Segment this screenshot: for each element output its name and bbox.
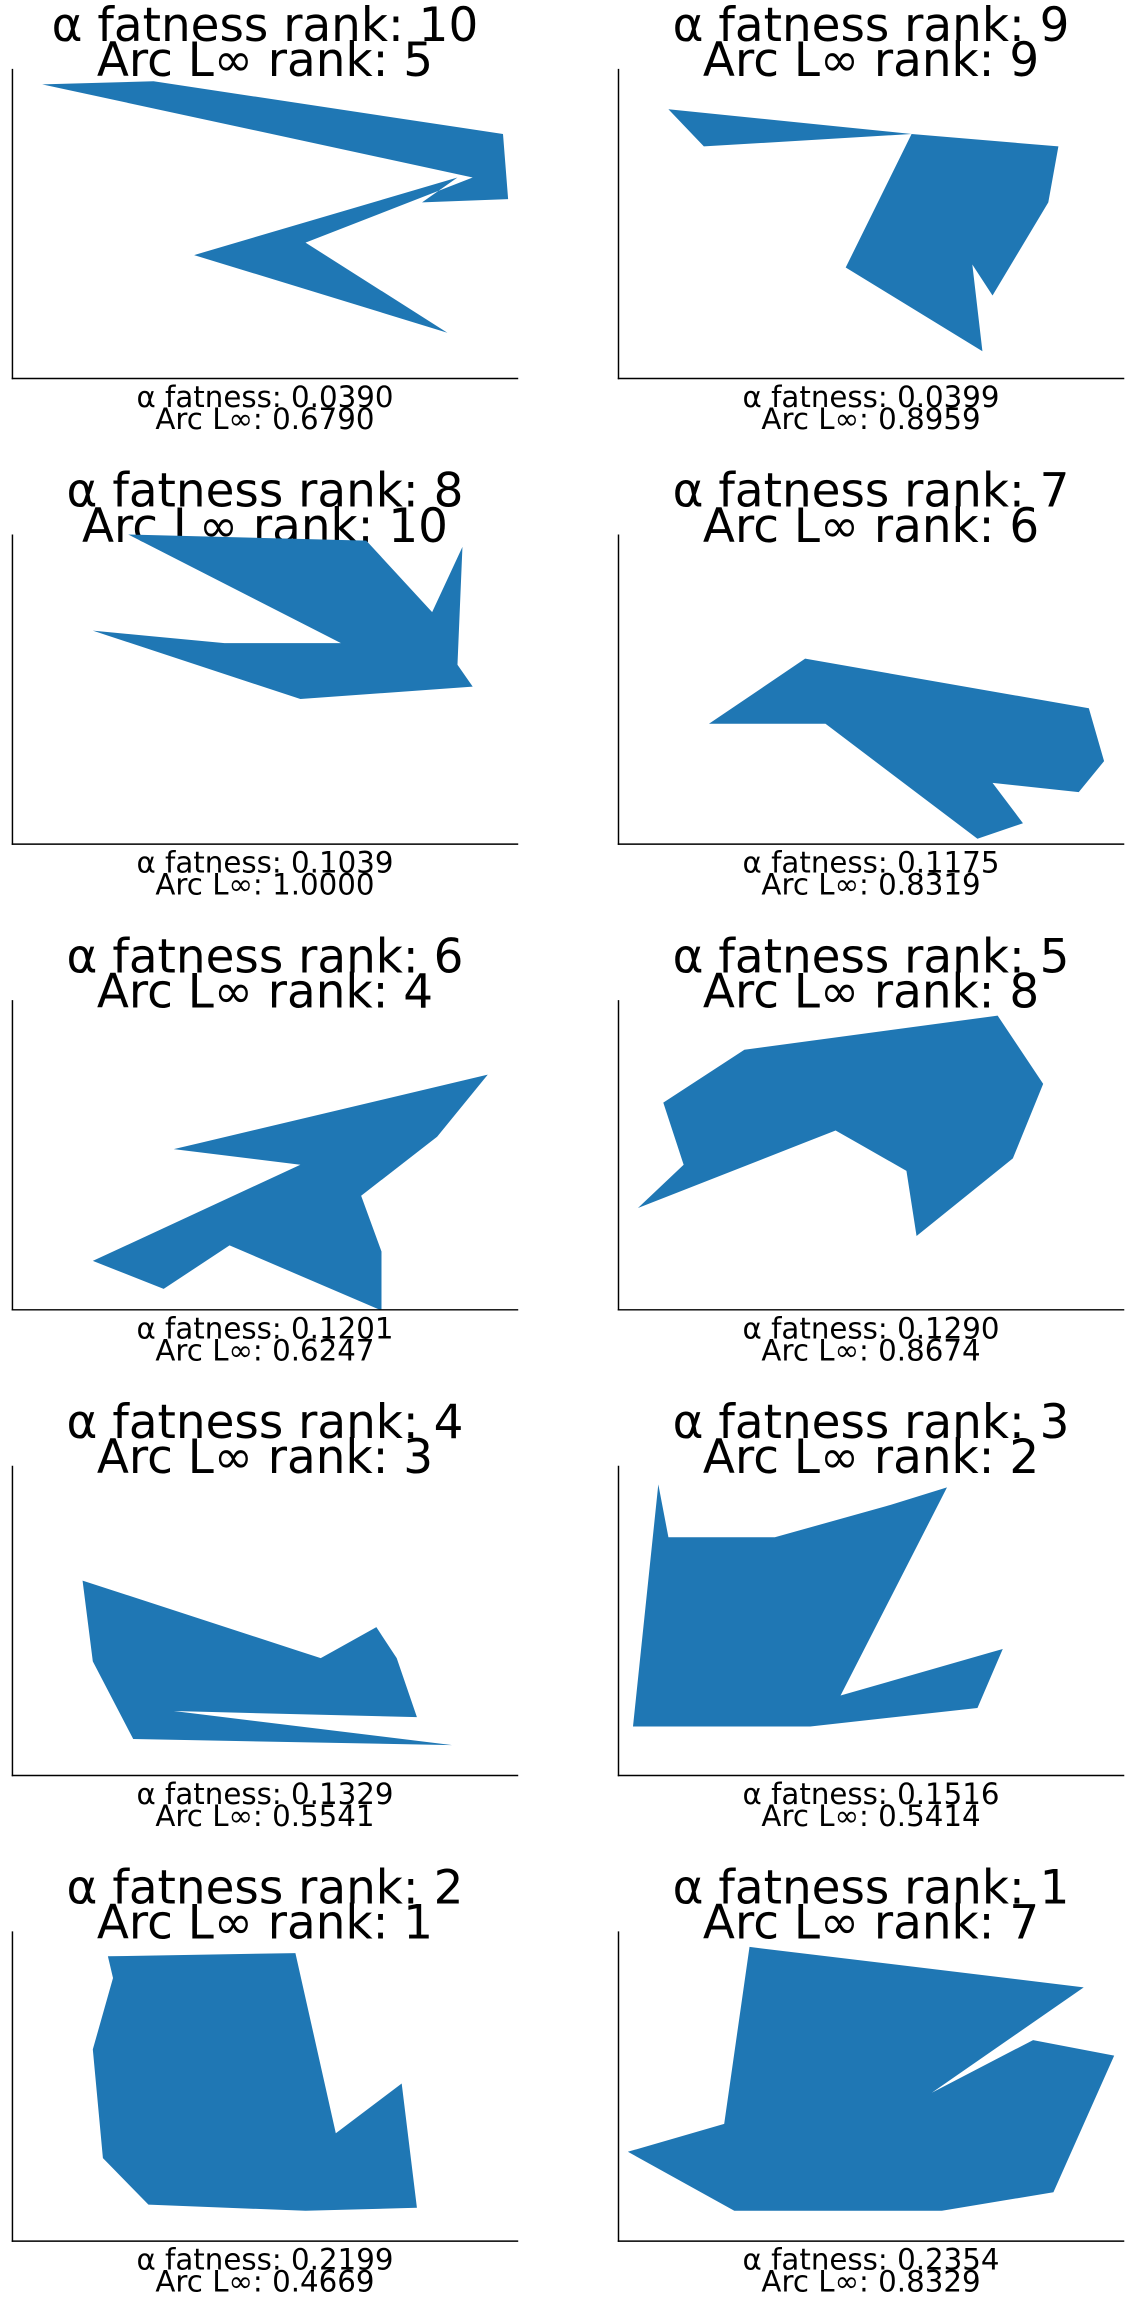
arc-rank-title: Arc L∞ rank: 4: [96, 963, 434, 1020]
arc-rank-title: Arc L∞ rank: 1: [96, 1894, 434, 1951]
chart-panel-9: α fatness rank: 2 Arc L∞ rank: 1 α fatness…: [11, 1859, 519, 2317]
alpha-fatness-value: α fatness: 0.1516: [742, 1776, 1000, 1812]
polygon-plot: [11, 534, 519, 845]
arc-linf-value: Arc L∞: 0.6247: [155, 1332, 375, 1368]
alpha-fatness-value: α fatness: 0.0399: [742, 379, 1000, 415]
chart-panel-2: α fatness rank: 9 Arc L∞ rank: 9 α fatness…: [617, 0, 1125, 454]
alpha-rank-title: α fatness rank: 7: [672, 462, 1070, 519]
filled-polygon: [637, 1015, 1044, 1237]
polygon-plot: [617, 534, 1125, 845]
filled-polygon: [708, 658, 1105, 839]
arc-linf-value: Arc L∞: 0.8959: [761, 401, 981, 437]
alpha-rank-title: α fatness rank: 4: [66, 1394, 464, 1450]
chart-panel-5: α fatness rank: 6 Arc L∞ rank: 4 α fatness…: [11, 928, 519, 1385]
filled-polygon: [92, 1953, 417, 2211]
alpha-fatness-value: α fatness: 0.1201: [136, 1310, 394, 1346]
arc-linf-value: Arc L∞: 1.0000: [155, 866, 375, 903]
alpha-rank-title: α fatness rank: 9: [672, 0, 1070, 53]
alpha-fatness-value: α fatness: 0.0390: [136, 379, 394, 415]
alpha-fatness-value: α fatness: 0.1290: [742, 1310, 1000, 1346]
arc-rank-title: Arc L∞ rank: 2: [702, 1429, 1040, 1485]
filled-polygon: [668, 109, 1059, 352]
polygon-plot: [11, 1465, 519, 1777]
alpha-rank-title: α fatness rank: 3: [672, 1394, 1070, 1450]
polygon-plot: [11, 1000, 519, 1311]
filled-polygon: [92, 1074, 488, 1311]
alpha-rank-title: α fatness rank: 2: [66, 1859, 464, 1916]
filled-polygon: [92, 534, 473, 700]
polygon-plot: [617, 68, 1125, 380]
arc-linf-value: Arc L∞: 0.6790: [155, 401, 375, 437]
alpha-rank-title: α fatness rank: 8: [66, 462, 464, 519]
arc-linf-value: Arc L∞: 0.5414: [761, 1798, 981, 1834]
polygon-plot: [617, 1465, 1125, 1777]
arc-linf-value: Arc L∞: 0.8319: [761, 866, 981, 903]
arc-rank-title: Arc L∞ rank: 8: [702, 963, 1040, 1020]
chart-panel-10: α fatness rank: 1 Arc L∞ rank: 7 α fatness…: [617, 1859, 1125, 2317]
arc-linf-value: Arc L∞: 0.5541: [155, 1798, 375, 1834]
chart-panel-7: α fatness rank: 4 Arc L∞ rank: 3 α fatness…: [11, 1394, 519, 1851]
arc-linf-value: Arc L∞: 0.4669: [155, 2263, 375, 2299]
filled-polygon: [42, 81, 509, 333]
alpha-fatness-value: α fatness: 0.1329: [136, 1776, 394, 1812]
alpha-rank-title: α fatness rank: 10: [51, 0, 479, 53]
arc-linf-value: Arc L∞: 0.8329: [761, 2263, 981, 2299]
polygon-plot: [617, 1000, 1125, 1311]
arc-rank-title: Arc L∞ rank: 5: [96, 32, 434, 88]
chart-panel-6: α fatness rank: 5 Arc L∞ rank: 8 α fatness…: [617, 928, 1125, 1385]
alpha-fatness-value: α fatness: 0.2199: [136, 2241, 394, 2277]
filled-polygon: [632, 1484, 1003, 1727]
arc-linf-value: Arc L∞: 0.8674: [761, 1332, 981, 1368]
alpha-fatness-value: α fatness: 0.1039: [136, 844, 394, 881]
arc-rank-title: Arc L∞ rank: 7: [702, 1894, 1040, 1951]
polygon-plot: [11, 68, 519, 380]
chart-panel-4: α fatness rank: 7 Arc L∞ rank: 6 α fatness…: [617, 462, 1125, 920]
alpha-rank-title: α fatness rank: 1: [672, 1859, 1070, 1916]
filled-polygon: [627, 1946, 1115, 2211]
chart-panel-1: α fatness rank: 10 Arc L∞ rank: 5 α fatnes…: [11, 0, 519, 454]
alpha-fatness-value: α fatness: 0.2354: [742, 2241, 1000, 2277]
alpha-rank-title: α fatness rank: 5: [672, 928, 1070, 985]
alpha-fatness-value: α fatness: 0.1175: [742, 844, 1000, 881]
polygon-plot: [11, 1931, 519, 2242]
chart-panel-3: α fatness rank: 8 Arc L∞ rank: 10 α fatnes…: [11, 462, 519, 920]
arc-rank-title: Arc L∞ rank: 3: [96, 1429, 434, 1485]
arc-rank-title: Arc L∞ rank: 6: [702, 497, 1040, 554]
arc-rank-title: Arc L∞ rank: 9: [702, 32, 1040, 88]
chart-panel-8: α fatness rank: 3 Arc L∞ rank: 2 α fatness…: [617, 1394, 1125, 1851]
polygon-plot: [617, 1931, 1125, 2242]
filled-polygon: [82, 1580, 453, 1746]
alpha-rank-title: α fatness rank: 6: [66, 928, 464, 985]
